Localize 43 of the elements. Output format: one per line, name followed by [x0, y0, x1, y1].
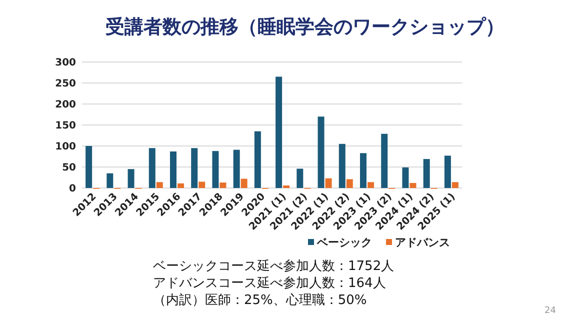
bar [452, 182, 458, 188]
bar [338, 144, 346, 188]
bar [444, 156, 451, 188]
bar [240, 178, 248, 188]
bar [296, 168, 304, 188]
legend-label: アドバンス [395, 236, 450, 249]
bar [276, 76, 282, 188]
bar [346, 179, 353, 188]
bar [178, 183, 184, 188]
bar [212, 151, 219, 188]
bar [128, 169, 134, 188]
legend-label: ベーシック [316, 236, 372, 249]
text: ベーシックコース延べ参加人数：1752人 [153, 259, 394, 274]
bar [170, 151, 176, 188]
y-tick-label: 0 [69, 184, 76, 194]
text: 24 [544, 306, 556, 316]
text: （内訳）医師：25%、心理職：50% [153, 292, 367, 308]
bar [368, 182, 374, 188]
y-tick-label: 300 [55, 58, 76, 68]
text: アドバンスコース延べ参加人数：164人 [153, 276, 386, 291]
bar [381, 134, 388, 188]
bar [233, 150, 240, 188]
bar [148, 148, 156, 188]
bar [191, 148, 198, 188]
bar [86, 146, 92, 188]
bar [106, 173, 114, 188]
bar [360, 153, 366, 188]
y-tick-label: 200 [55, 100, 76, 110]
bar [220, 182, 226, 188]
bar [423, 159, 430, 188]
bar [410, 182, 416, 188]
bar [325, 178, 332, 188]
bar [198, 182, 206, 188]
y-tick-label: 250 [55, 78, 76, 90]
y-tick-label: 150 [55, 120, 76, 132]
bar [318, 116, 324, 188]
bar [254, 131, 261, 188]
bar [402, 167, 409, 188]
y-tick-label: 50 [62, 162, 76, 174]
bar [156, 182, 163, 188]
bar [283, 185, 290, 188]
chart-title: 受講者数の推移（睡眠学会のワークショップ） [106, 16, 504, 38]
y-tick-label: 100 [55, 142, 76, 152]
